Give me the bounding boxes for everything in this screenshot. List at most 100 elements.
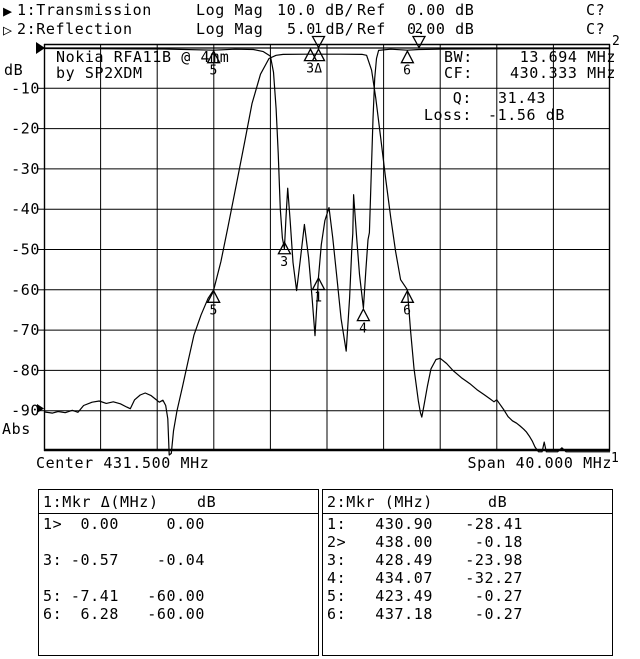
y-tick-label: -10 [11,79,40,97]
trace2-marker-1-icon [311,276,326,291]
marker-table-cell-db: -60.00 [147,587,205,605]
trace2-marker-3-label: 3 [280,255,288,270]
trace1-marker-Δ-icon [311,47,326,62]
annotation-line2: by SP2XDM [56,64,143,82]
marker-table-row: 5: 423.49 -0.27 [323,586,612,605]
trace2-arrow-icon: ▷ [3,21,13,39]
trace2-marker-1-label: 1 [314,290,322,305]
marker-table-cell-db: -23.98 [465,551,523,569]
trace1-marker-5-label: 5 [209,303,217,318]
bw-value: 13.694 MHz [519,48,616,66]
y-tick-label: -70 [11,321,40,339]
marker-table-trace2: 2:Mkr (MHz) dB 1: 430.90 -28.41 2> 438.00 -0.18… [322,489,613,656]
trace2-scale: 5.0 dB/ [287,20,355,38]
y-tick-label: -50 [11,241,40,259]
marker-table-cell-db: -28.41 [465,515,523,533]
marker-table-row: 6: 437.18 -0.27 [323,604,612,623]
trace1-title: 1:Transmission [17,1,152,19]
marker-table-cell-db: -60.00 [147,605,205,623]
marker-table-row: 6: 6.28 -60.00 [39,604,318,623]
marker-table-cell-freq: 434.07 [375,569,433,587]
x-axis-center-label: Center 431.500 MHz [36,454,210,472]
marker-table-cell-id: 6: [327,605,347,623]
marker-table-cell-freq: 0.00 [80,515,119,533]
marker-table-cell-freq: 428.49 [375,551,433,569]
marker-table-cell-db: -0.18 [474,533,523,551]
trace2-marker-3-icon [277,240,292,255]
marker-table-row [39,532,318,550]
marker-table-cell-freq: 430.90 [375,515,433,533]
trace1-marker-6-icon [400,289,415,303]
marker-table-trace1: 1:Mkr Δ(MHz) dB 1> 0.00 0.00 3: -0.57 -0.04 5: -7… [38,489,319,656]
trace2-marker-6-label: 6 [403,64,411,79]
marker-table-row: 1: 430.90 -28.41 [323,514,612,533]
marker-table-cell-freq: 437.18 [375,605,433,623]
y-tick-label: -20 [11,120,40,138]
trace2-ref-label: Ref [357,20,386,38]
marker-table-row [39,568,318,586]
trace1-arrow-icon: ▶ [3,2,13,20]
trace1-marker-3-label: 3 [306,62,314,77]
marker-table-row: 3: 428.49 -23.98 [323,550,612,569]
trace1-marker-6-label: 6 [403,303,411,318]
annotation-line1: Nokia RFA11B @ 4mm [56,48,230,66]
q-label: Q: [452,89,472,107]
marker-table-cell-db: -0.27 [474,587,523,605]
trace1-edge-label: 1 [611,451,619,466]
y-axis-bottom-label: Abs [2,420,31,438]
marker-table-cell-db: 0.00 [166,515,205,533]
marker-table-cell-freq: -0.57 [70,551,119,569]
trace2-title: 2:Reflection [17,20,133,38]
marker-table-cell-id: 6: [43,605,63,623]
marker-table-cell-freq: -7.41 [70,587,119,605]
trace1-ref-label: Ref [357,1,386,19]
marker-table-cell-id: 2> [327,533,347,551]
marker-table-header-left: 1:Mkr Δ(MHz) [43,493,159,511]
marker-table-cell-id: 1> [43,515,63,533]
trace1-marker-5-icon [206,289,221,303]
q-value: 31.43 [498,89,547,107]
trace1-marker-1-icon [311,35,326,49]
y-tick-label: -90 [11,402,40,420]
trace2-cal-status: C? [586,20,606,38]
marker-table-cell-id: 5: [43,587,63,605]
y-tick-label: -80 [11,361,40,379]
trace1-start-arrow-icon [37,404,44,413]
marker-table-cell-id: 5: [327,587,347,605]
marker-table-header: 2:Mkr (MHz) dB [323,490,612,514]
marker-table-cell-freq: 423.49 [375,587,433,605]
marker-table-row: 2> 438.00 -0.18 [323,532,612,551]
marker-table-cell-id: 1: [327,515,347,533]
marker-table-header-db: dB [488,493,508,511]
trace1-ref-value: 0.00 dB [407,1,475,19]
cf-value: 430.333 MHz [510,64,616,82]
trace1-scale: 10.0 dB/ [277,1,355,19]
marker-table-row: 4: 434.07 -32.27 [323,568,612,587]
trace2-start-arrow-icon [36,42,45,54]
marker-table-cell-id: 3: [327,551,347,569]
marker-table-cell-id: 4: [327,569,347,587]
trace2-marker-6-icon [400,49,415,64]
y-tick-label: -30 [11,160,40,178]
trace2-marker-4-label: 4 [359,322,367,337]
marker-table-header-db: dB [197,493,217,511]
trace2-format: Log Mag [196,20,264,38]
trace2-ref-value: 0.00 dB [407,20,475,38]
trace1-cal-status: C? [586,1,606,19]
trace1-marker-3-icon [303,47,318,62]
loss-value: -1.56 dB [488,106,566,124]
trace2-marker-2-icon [411,35,427,49]
marker-table-row: 1> 0.00 0.00 [39,514,318,533]
marker-table-cell-freq: 6.28 [80,605,119,623]
marker-table-cell-freq: 438.00 [375,533,433,551]
marker-table-row: 3: -0.57 -0.04 [39,550,318,569]
y-axis-unit: dB [4,61,24,79]
trace1-marker-Δ-label: Δ [314,62,322,77]
x-axis-span-label: Span 40.000 MHz [467,454,612,472]
marker-table-row: 5: -7.41 -60.00 [39,586,318,605]
marker-table-header-left: 2:Mkr (MHz) [327,493,433,511]
marker-table-cell-db: -0.04 [156,551,205,569]
loss-label: Loss: [423,106,472,124]
trace2-edge-label: 2 [612,34,620,49]
